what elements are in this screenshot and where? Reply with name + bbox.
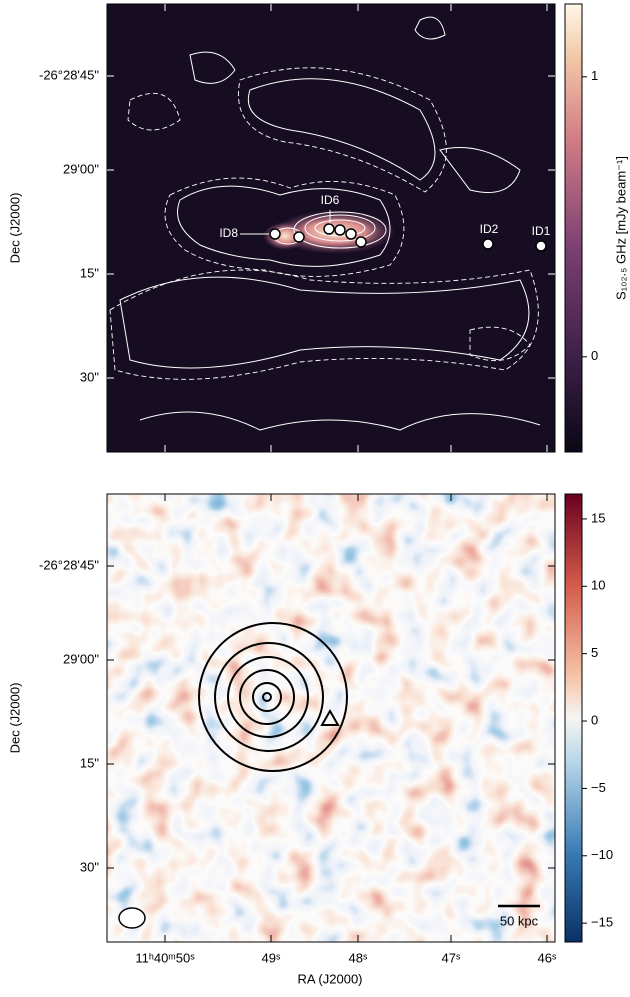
x-tick-label: 47ˢ (442, 950, 461, 965)
source-label: ID6 (321, 193, 340, 207)
colorbar-tick-label: 1 (591, 68, 598, 83)
colorbar-tick-label: 5 (591, 645, 598, 660)
colorbar-tick-label: −5 (591, 780, 606, 795)
x-tick-label: 49ˢ (262, 950, 281, 965)
map-top: ID6 ID8 ID2 ID1 (107, 4, 555, 452)
y-tick-label: 15" (80, 755, 99, 770)
frame (106, 3, 556, 453)
source-label: ID1 (532, 224, 551, 238)
x-tick-label: 46ˢ (538, 950, 557, 965)
colorbar-tick-label: −15 (591, 915, 613, 930)
colorbar-tick-label: 15 (591, 510, 605, 525)
colorbar (564, 3, 583, 453)
colorbar (564, 493, 583, 943)
y-axis-label: Dec (J2000) (7, 193, 22, 264)
colorbar-tick-label: 0 (591, 712, 598, 727)
y-tick-label: -26°28'45" (39, 67, 99, 82)
x-tick-label: 48ˢ (349, 950, 368, 965)
colorbar-label: S₁₀₂.₅ GHz [mJy beam⁻¹] (613, 156, 628, 300)
source-label: ID2 (480, 222, 499, 236)
x-tick-label: 11ʰ40ᵐ50ˢ (135, 950, 195, 965)
x-axis-label: RA (J2000) (297, 971, 362, 986)
colorbar-tick-label: −10 (591, 847, 613, 862)
y-tick-label: 30" (80, 859, 99, 874)
colorbar-tick-label: 0 (591, 348, 598, 363)
y-tick-label: 30" (80, 369, 99, 384)
map-bottom: 50 kpc (107, 494, 555, 942)
scalebar-label: 50 kpc (500, 913, 539, 928)
y-axis-label: Dec (J2000) (7, 683, 22, 754)
frame (106, 493, 556, 943)
source-label: ID8 (219, 226, 238, 240)
y-tick-label: 29'00" (63, 651, 99, 666)
y-tick-label: 29'00" (63, 161, 99, 176)
y-tick-label: 15" (80, 265, 99, 280)
colorbar-tick-label: 10 (591, 578, 605, 593)
y-tick-label: -26°28'45" (39, 557, 99, 572)
